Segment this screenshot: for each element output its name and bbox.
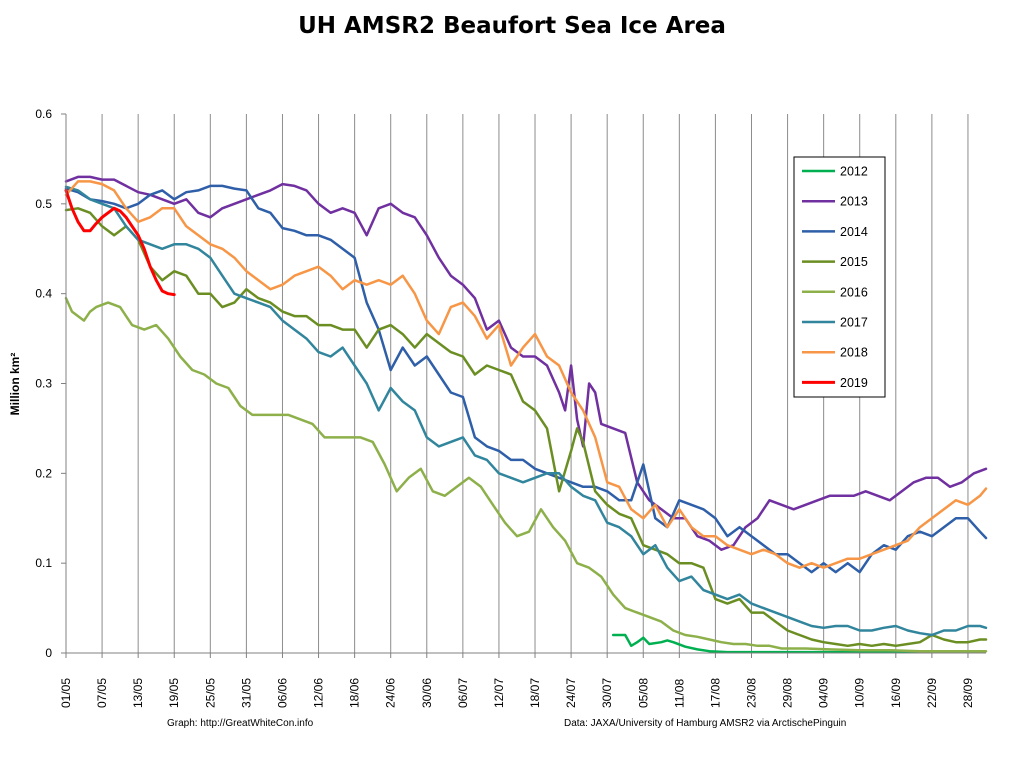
x-tick-label: 31/05 (239, 678, 253, 708)
x-tick-label: 01/05 (59, 678, 73, 708)
series-line-2014 (64, 184, 988, 574)
legend-label-2013: 2013 (840, 195, 868, 209)
y-tick-label: 0.6 (35, 107, 52, 121)
x-tick-label: 25/05 (203, 678, 217, 708)
y-tick-label: 0 (45, 646, 52, 660)
x-tick-label: 18/06 (348, 678, 362, 708)
x-tick-label: 23/08 (744, 678, 758, 708)
legend-label-2018: 2018 (840, 346, 868, 360)
x-tick-label: 18/07 (528, 678, 542, 708)
series-line-2018 (64, 180, 988, 569)
x-tick-label: 11/08 (672, 679, 686, 708)
y-tick-label: 0.1 (35, 556, 52, 570)
y-tick-label: 0.4 (35, 287, 52, 301)
x-tick-label: 16/09 (889, 678, 903, 708)
credit-right: Data: JAXA/University of Hamburg AMSR2 v… (564, 718, 846, 729)
x-tick-label: 06/07 (456, 678, 470, 708)
legend: 2012 2013 2014 2015 2016 2017 2018 2019 (793, 156, 886, 398)
x-tick-label: 19/05 (167, 678, 181, 708)
y-tick-label: 0.5 (35, 197, 52, 211)
series-lines (64, 175, 988, 654)
legend-label-2016: 2016 (840, 285, 868, 299)
x-tick-label: 30/06 (420, 678, 434, 708)
x-tick-label: 17/08 (708, 678, 722, 708)
x-tick-label: 22/09 (925, 678, 939, 708)
x-tick-label: 24/06 (384, 678, 398, 708)
x-tick-label: 06/06 (275, 678, 289, 708)
legend-label-2012: 2012 (840, 165, 868, 179)
x-tick-label: 04/09 (817, 678, 831, 708)
x-tick-label: 29/08 (781, 678, 795, 708)
x-tick-label: 10/09 (853, 678, 867, 708)
x-tick-label: 28/09 (961, 678, 975, 708)
series-line-2015 (64, 207, 988, 648)
y-tick-label: 0.2 (35, 466, 52, 480)
legend-box (793, 156, 886, 398)
x-tick-label: 30/07 (600, 678, 614, 708)
credit-left: Graph: http://GreatWhiteCon.info (167, 718, 314, 729)
legend-label-2015: 2015 (840, 255, 868, 269)
x-tick-labels: 01/05 07/05 13/05 19/05 25/05 31/05 06/06 12/06… (59, 678, 975, 708)
series-line-2012 (611, 633, 982, 654)
x-tick-label: 13/05 (131, 678, 145, 708)
legend-label-2017: 2017 (840, 316, 868, 330)
series-line-2019 (64, 188, 176, 297)
legend-label-2019: 2019 (840, 376, 868, 390)
axes (61, 113, 986, 658)
legend-label-2014: 2014 (840, 225, 868, 239)
x-tick-label: 12/06 (312, 678, 326, 708)
y-tick-label: 0.3 (35, 377, 52, 391)
gridlines (101, 114, 969, 653)
y-tick-labels: 0 0.1 0.2 0.3 0.4 0.5 0.6 (35, 107, 52, 660)
series-line-2017 (64, 185, 988, 637)
x-tick-label: 05/08 (636, 678, 650, 708)
x-tick-label: 12/07 (492, 678, 506, 708)
x-tick-label: 07/05 (95, 678, 109, 708)
x-tick-label: 24/07 (564, 678, 578, 708)
series-line-2013 (64, 175, 988, 551)
series-line-2016 (64, 296, 988, 653)
y-axis-label: Million km² (8, 353, 22, 416)
chart-title: UH AMSR2 Beaufort Sea Ice Area (298, 13, 726, 39)
